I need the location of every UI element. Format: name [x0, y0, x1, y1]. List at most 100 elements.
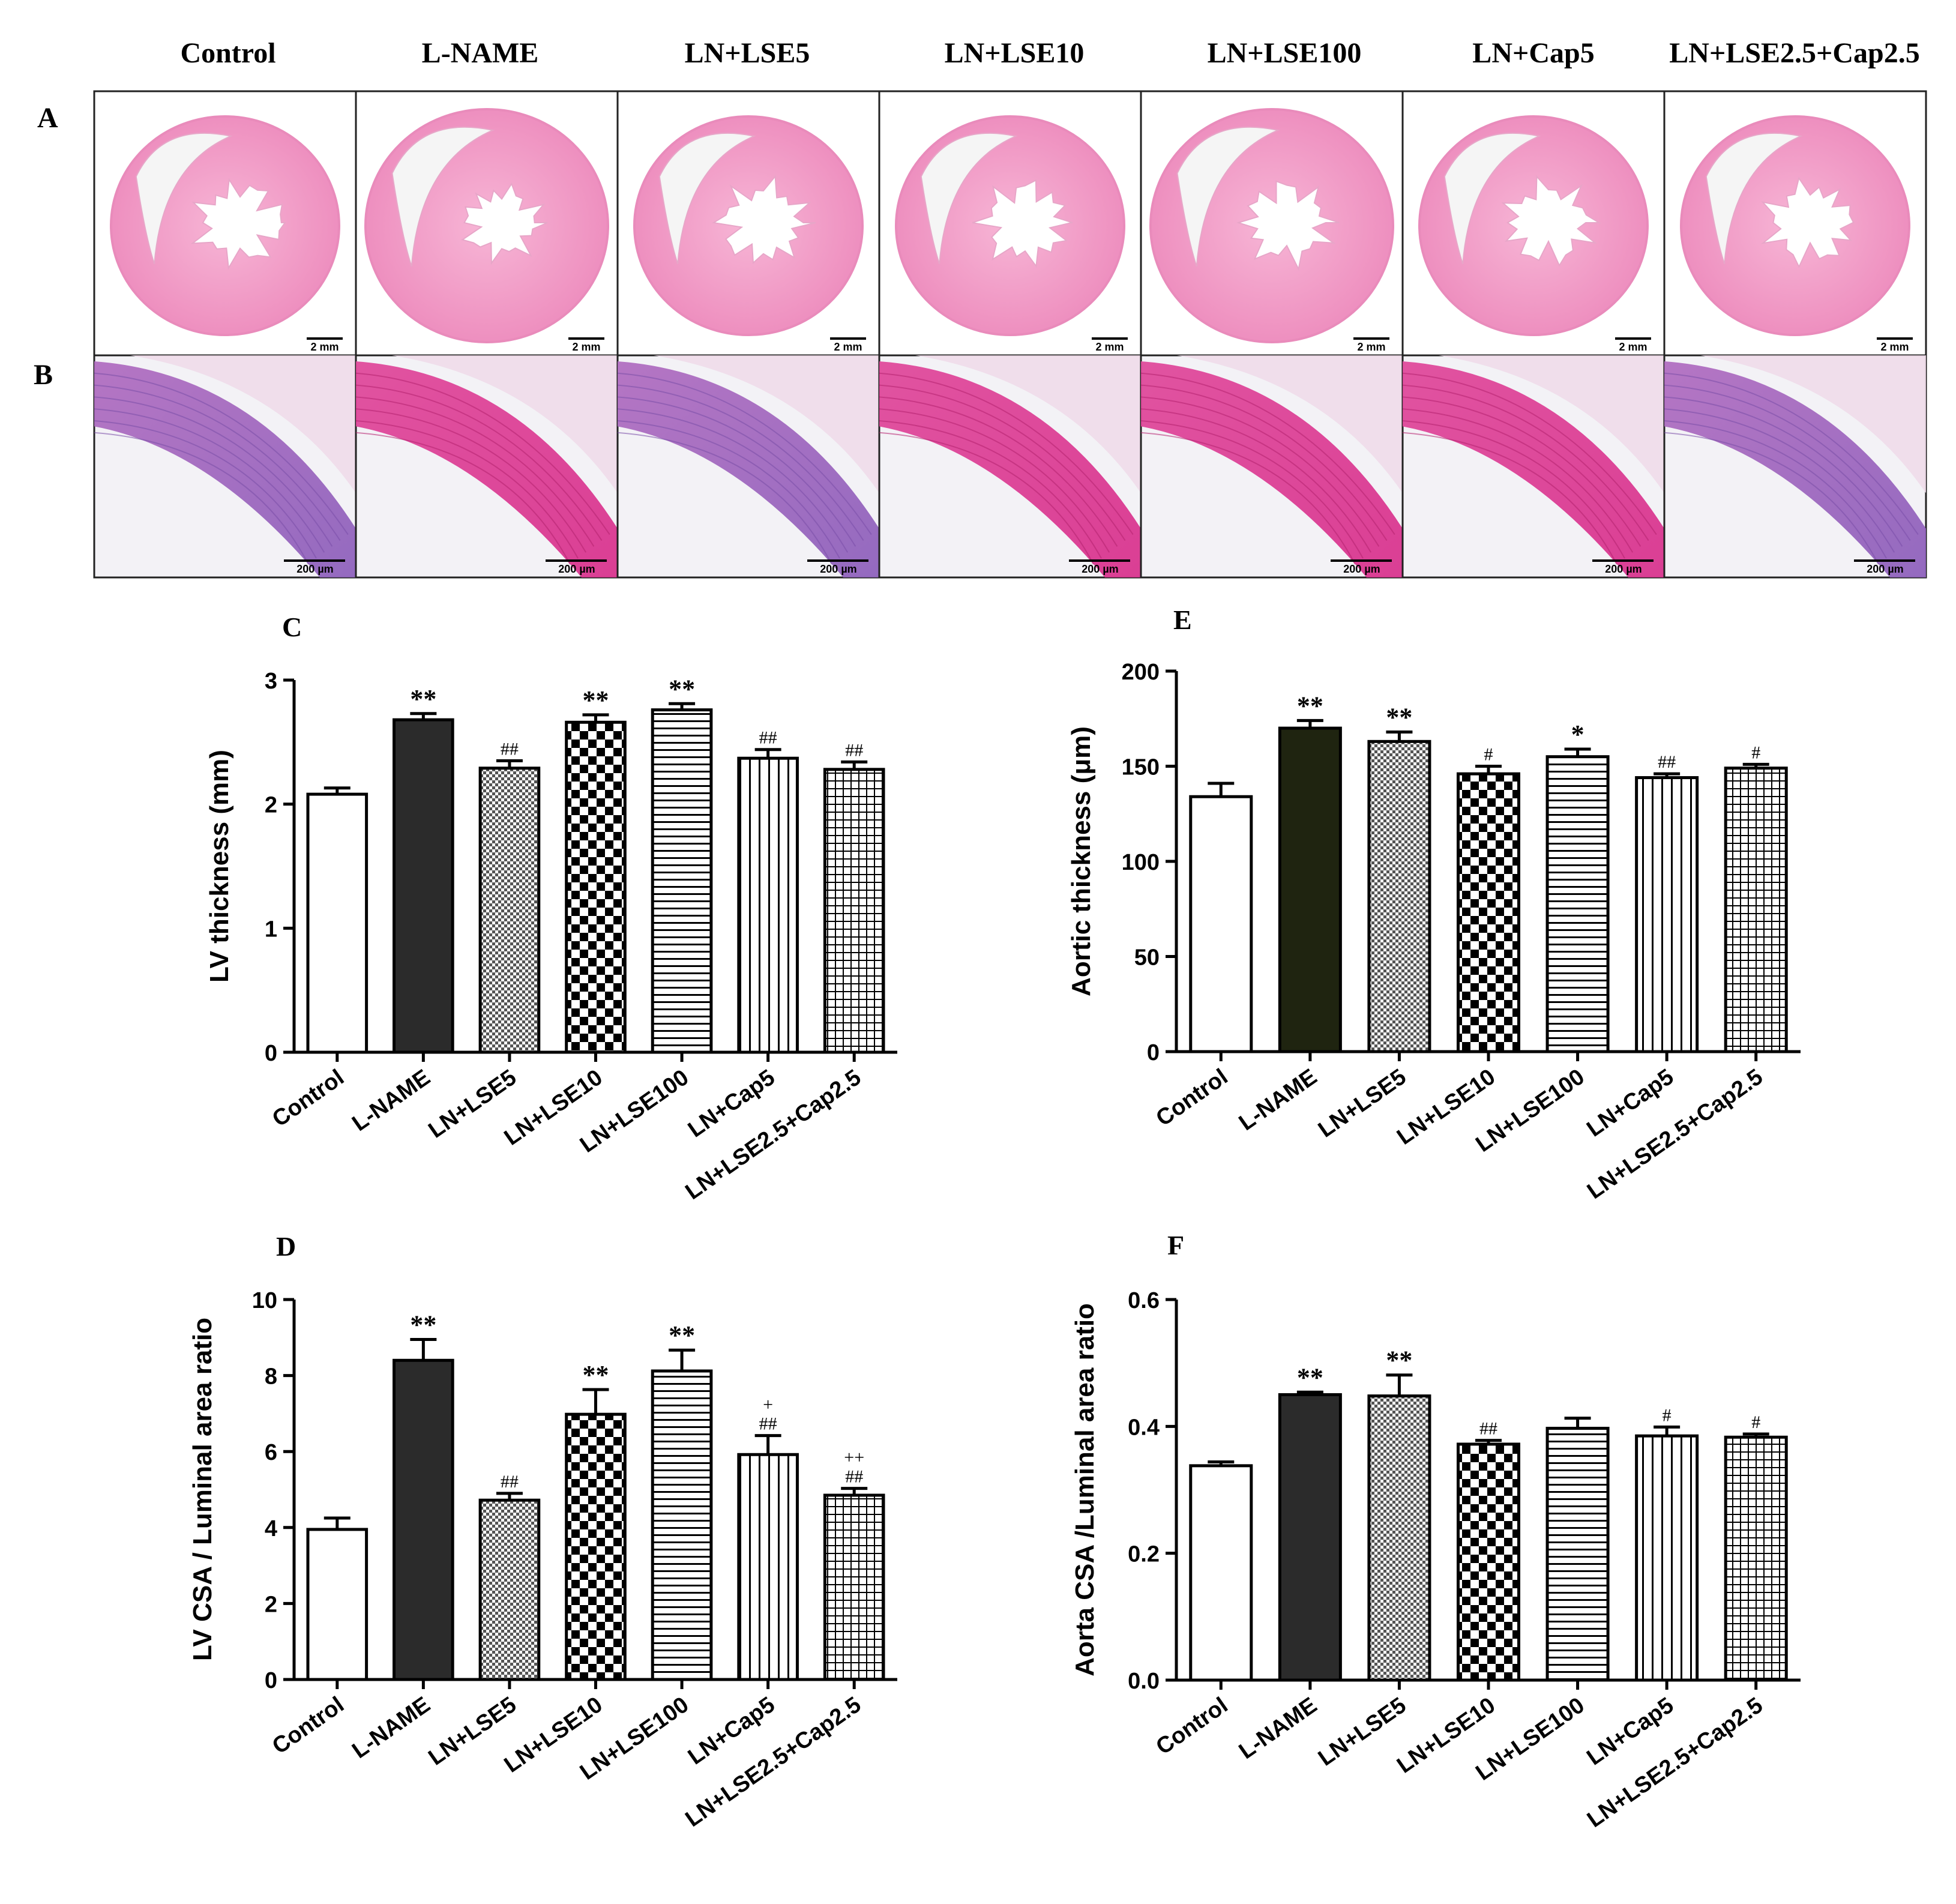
- left-ventricle-lumen: [1760, 176, 1855, 268]
- elastic-lamella: [1664, 372, 1919, 535]
- y-tick-label: 0: [1147, 1040, 1160, 1065]
- right-ventricle-lumen: [1705, 132, 1803, 265]
- left-ventricle-lumen: [190, 178, 286, 270]
- elastic-lamella: [355, 384, 603, 541]
- elastic-lamella: [1402, 408, 1634, 553]
- elastic-lamella: [94, 432, 309, 565]
- left-ventricle-lumen: [712, 175, 816, 265]
- elastic-lamella: [94, 420, 317, 559]
- y-tick-label: 0.6: [1128, 1288, 1160, 1313]
- elastic-lamella: [1402, 420, 1625, 559]
- significance-mark: **: [410, 1310, 436, 1339]
- x-tick-label: Control: [268, 1065, 349, 1132]
- heart-panel-3: 2 mm: [616, 90, 880, 357]
- heart-panel-6: 2 mm: [1401, 90, 1666, 357]
- bar-7: [823, 1493, 885, 1681]
- significance-mark: *: [1571, 720, 1584, 749]
- elastic-lamella: [355, 420, 579, 559]
- significance-mark: ##: [845, 1467, 863, 1487]
- y-tick-label: 150: [1122, 755, 1160, 780]
- elastic-lamella: [1664, 432, 1879, 565]
- scale-bar-label: 200 µm: [1867, 563, 1903, 575]
- aorta-adventitia: [654, 355, 879, 493]
- bar-5: [651, 1369, 713, 1681]
- elastic-lamella: [617, 432, 832, 565]
- significance-mark: ##: [1479, 1419, 1497, 1439]
- column-header-6: LN+Cap5: [1472, 37, 1594, 69]
- bar-7: [1724, 767, 1788, 1053]
- bar-2: [393, 718, 454, 1054]
- y-axis-label: Aorta CSA /Luminal area ratio: [1070, 1303, 1100, 1677]
- x-tick-label: L-NAME: [348, 1692, 435, 1764]
- significance-mark: ##: [759, 728, 777, 748]
- y-tick-label: 10: [252, 1288, 277, 1313]
- scale-bar-label: 200 µm: [296, 563, 333, 575]
- right-ventricle-lumen: [658, 132, 756, 265]
- elastic-lamella: [1664, 408, 1895, 553]
- aorta-adventitia: [1439, 355, 1664, 493]
- elastic-lamella: [1140, 396, 1380, 547]
- elastic-lamella: [617, 396, 856, 547]
- aorta-panel-7: 200 µm: [1663, 354, 1927, 579]
- elastic-lamella: [1664, 420, 1887, 559]
- bar-1: [1189, 1464, 1253, 1682]
- y-tick-label: 200: [1122, 660, 1160, 685]
- chart-F: F 0.0 0.2 0.4 0.6 Aorta CSA /Luminal area rat…: [1070, 1230, 1801, 1833]
- elastic-lamella: [879, 420, 1102, 559]
- x-tick-label: Control: [1152, 1693, 1233, 1760]
- y-tick-label: 8: [265, 1364, 277, 1390]
- chart-E: E 0 50 100 150 200 Aortic thickness (μm) Contro…: [1067, 604, 1801, 1204]
- scale-bar-label: 2 mm: [1357, 341, 1385, 353]
- significance-mark: ##: [759, 1414, 777, 1434]
- elastic-lamella: [1664, 396, 1903, 547]
- right-ventricle-lumen: [391, 126, 495, 267]
- elastic-lamella: [1140, 432, 1356, 565]
- aorta-media-wall: [356, 361, 618, 577]
- panel-label-D: D: [276, 1231, 296, 1262]
- significance-mark: ##: [845, 740, 863, 760]
- significance-mark: **: [583, 1360, 609, 1390]
- significance-mark: +: [763, 1395, 773, 1415]
- elastic-lamella: [617, 408, 849, 553]
- significance-mark: **: [669, 1321, 695, 1350]
- bar-3: [1367, 740, 1431, 1053]
- significance-mark: ##: [501, 1472, 519, 1492]
- significance-mark: #: [1484, 745, 1493, 765]
- y-tick-label: 0: [265, 1041, 277, 1066]
- elastic-lamella: [355, 408, 587, 553]
- scale-bar-label: 200 µm: [1605, 563, 1642, 575]
- left-ventricle-lumen: [1236, 180, 1340, 271]
- significance-mark: **: [1386, 1346, 1412, 1375]
- significance-mark: #: [1751, 1412, 1760, 1432]
- scale-bar-label: 2 mm: [310, 341, 339, 353]
- elastic-lamella: [1402, 372, 1657, 535]
- bar-3: [478, 767, 541, 1054]
- y-tick-label: 2: [265, 1592, 277, 1617]
- column-header-2: L-NAME: [422, 37, 539, 69]
- y-tick-label: 2: [265, 793, 277, 818]
- bar-5: [651, 708, 713, 1054]
- left-ventricle-lumen: [1501, 175, 1601, 267]
- column-header-4: LN+LSE10: [945, 37, 1085, 69]
- x-tick-label: L-NAME: [1235, 1693, 1322, 1764]
- bar-2: [393, 1358, 454, 1681]
- bar-3: [1367, 1394, 1431, 1682]
- bar-3: [478, 1498, 541, 1681]
- elastic-lamella: [1140, 372, 1395, 535]
- elastic-lamella: [355, 396, 595, 547]
- scale-bar-label: 2 mm: [1619, 341, 1647, 353]
- scale-bar-label: 200 µm: [558, 563, 595, 575]
- aorta-media-wall: [1664, 361, 1926, 577]
- right-ventricle-lumen: [135, 132, 233, 265]
- significance-mark: **: [583, 685, 609, 715]
- panel-label-F: F: [1167, 1230, 1184, 1261]
- panel-label-C: C: [282, 612, 302, 642]
- scale-bar-label: 200 µm: [1082, 563, 1118, 575]
- bar-6: [1635, 1434, 1699, 1682]
- bar-4: [1456, 772, 1521, 1053]
- bar-7: [1724, 1435, 1788, 1682]
- right-ventricle-lumen: [920, 132, 1018, 265]
- bar-6: [1635, 776, 1699, 1053]
- right-ventricle-lumen: [1176, 126, 1280, 267]
- y-axis-label: LV CSA / Luminal area ratio: [188, 1318, 217, 1661]
